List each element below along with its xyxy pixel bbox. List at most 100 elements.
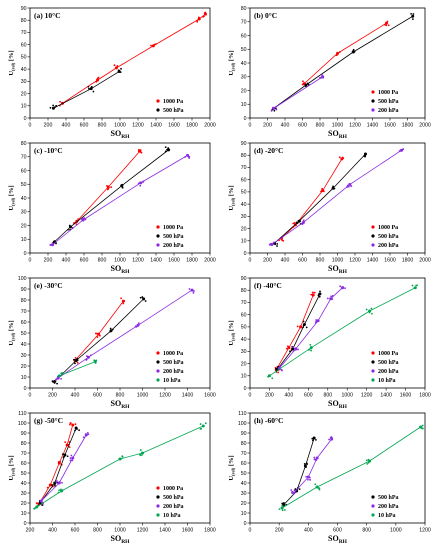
panel-title: (e) -30°C xyxy=(34,281,63,290)
x-tick-label: 1800 xyxy=(402,258,414,264)
data-point-jitter xyxy=(62,456,65,459)
x-tick-label: 200 xyxy=(263,258,272,264)
data-point-jitter xyxy=(302,219,305,222)
x-tick-label: 1200 xyxy=(132,123,144,129)
panel-title: (f) -40°C xyxy=(254,281,282,290)
data-point-jitter xyxy=(84,218,87,221)
legend-marker xyxy=(371,495,375,499)
data-point-jitter xyxy=(137,148,140,151)
y-tick-label: 20 xyxy=(21,364,27,370)
data-point-jitter xyxy=(281,504,284,507)
y-tick-label: 0 xyxy=(244,116,247,122)
data-point-jitter xyxy=(286,345,289,348)
legend-label: 500 hPa xyxy=(378,495,399,501)
data-point-jitter xyxy=(33,507,36,510)
data-point-jitter xyxy=(51,484,54,487)
y-tick-label: 30 xyxy=(241,75,247,81)
data-point xyxy=(292,491,296,495)
x-tick-label: 800 xyxy=(362,528,371,534)
data-point-jitter xyxy=(153,43,156,46)
data-point-jitter xyxy=(94,332,97,335)
y-tick-label: 40 xyxy=(21,196,27,202)
data-point-jitter xyxy=(363,155,365,157)
data-point-jitter xyxy=(116,64,119,67)
data-point xyxy=(139,181,143,185)
y-tick-label: 20 xyxy=(241,226,247,232)
data-point-jitter xyxy=(312,291,314,294)
x-tick-label: 1800 xyxy=(204,528,216,534)
data-point-jitter xyxy=(92,90,95,93)
data-point-jitter xyxy=(51,244,54,246)
y-tick-label: 10 xyxy=(21,237,27,243)
y-tick-label: 50 xyxy=(241,47,247,53)
y-tick-label: 20 xyxy=(241,88,247,94)
data-point-jitter xyxy=(123,300,125,303)
data-point-jitter xyxy=(204,11,207,14)
data-point-jitter xyxy=(61,489,64,492)
y-tick-label: 60 xyxy=(241,312,247,318)
data-point-jitter xyxy=(94,362,97,364)
data-point-jitter xyxy=(413,286,416,289)
series-line xyxy=(275,294,314,370)
data-point-jitter xyxy=(294,349,297,351)
data-point-jitter xyxy=(365,459,368,462)
plot-area xyxy=(29,7,211,119)
data-point-jitter xyxy=(188,288,191,290)
x-tick-label: 600 xyxy=(80,258,89,264)
y-tick-label: 30 xyxy=(241,349,247,355)
y-tick-label: 90 xyxy=(241,431,247,437)
plot-area xyxy=(249,412,426,524)
data-point-jitter xyxy=(203,15,205,18)
y-axis-label: U(rel) [%] xyxy=(228,455,236,480)
data-point-jitter xyxy=(119,71,122,74)
panel-7: 0 200 400 600 800 1000 1200 0 10 20 30 40 50 60 70 80 90… xyxy=(228,411,431,545)
data-point-jitter xyxy=(332,185,335,188)
data-point-jitter xyxy=(121,455,124,458)
panel-title: (g) -50°C xyxy=(34,416,63,425)
y-tick-label: 100 xyxy=(18,276,27,282)
data-point-jitter xyxy=(119,457,122,460)
series-line xyxy=(39,427,77,504)
x-tick-label: 0 xyxy=(249,393,252,399)
series-line xyxy=(281,158,343,239)
y-tick-label: 110 xyxy=(18,411,26,417)
data-point-jitter xyxy=(296,325,299,328)
data-point-jitter xyxy=(76,428,78,430)
data-point-jitter xyxy=(346,184,349,187)
data-point-jitter xyxy=(196,19,199,22)
y-tick-label: 110 xyxy=(238,411,246,417)
y-tick-label: 40 xyxy=(241,481,247,487)
data-point-jitter xyxy=(120,67,122,70)
x-tick-label: 1600 xyxy=(384,123,396,129)
x-tick-label: 1200 xyxy=(349,123,361,129)
data-point-jitter xyxy=(59,100,61,103)
data-point-jitter xyxy=(267,375,270,378)
data-point-jitter xyxy=(315,320,318,323)
data-point-jitter xyxy=(305,462,308,465)
plot-area xyxy=(249,142,426,254)
series-line xyxy=(269,287,416,377)
legend-marker xyxy=(156,234,160,238)
data-point-jitter xyxy=(52,104,55,107)
data-point-jitter xyxy=(61,453,64,455)
data-point-jitter xyxy=(199,423,202,425)
data-point-jitter xyxy=(352,48,355,51)
y-tick-label: 20 xyxy=(21,223,27,229)
y-tick-label: 90 xyxy=(21,6,27,12)
y-tick-label: 40 xyxy=(241,61,247,67)
data-point-jitter xyxy=(367,458,370,461)
x-tick-label: 1000 xyxy=(332,123,344,129)
data-point-jitter xyxy=(292,346,294,349)
data-point-jitter xyxy=(76,359,79,361)
series-line xyxy=(59,361,96,377)
data-point-jitter xyxy=(279,365,281,368)
data-point-jitter xyxy=(41,497,44,500)
legend-label: 500 hPa xyxy=(378,99,399,105)
data-point-jitter xyxy=(271,377,274,380)
series-line xyxy=(281,426,421,509)
y-tick-label: 80 xyxy=(21,141,27,147)
data-point-jitter xyxy=(314,483,317,486)
y-tick-label: 80 xyxy=(21,441,27,447)
data-point-jitter xyxy=(338,51,341,53)
y-tick-label: 80 xyxy=(21,18,27,24)
